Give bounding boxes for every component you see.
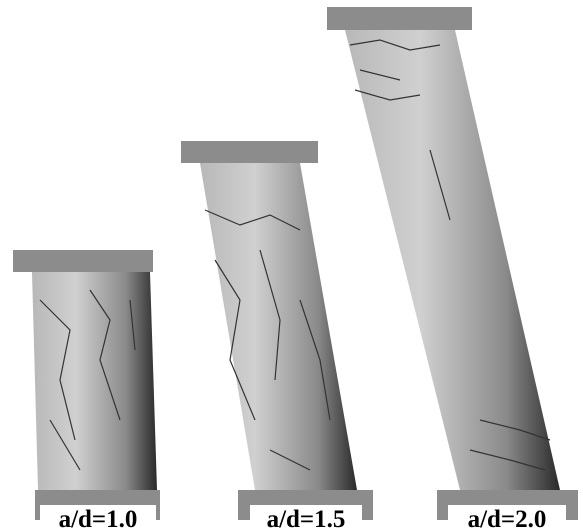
- figure: a/d=1.0 a/d=1.5 a/d=2.0: [0, 0, 583, 531]
- top-cap: [327, 7, 472, 30]
- label: a/d=1.0: [59, 506, 138, 531]
- column-body: [200, 163, 357, 490]
- top-cap: [181, 141, 318, 163]
- top-cap: [13, 250, 153, 272]
- column-body: [345, 30, 560, 490]
- column-2: a/d=1.5: [181, 141, 373, 531]
- label: a/d=1.5: [267, 506, 346, 531]
- column-1: a/d=1.0: [13, 250, 160, 531]
- column-3: a/d=2.0: [327, 7, 578, 531]
- label: a/d=2.0: [468, 506, 547, 531]
- column-body: [32, 272, 157, 490]
